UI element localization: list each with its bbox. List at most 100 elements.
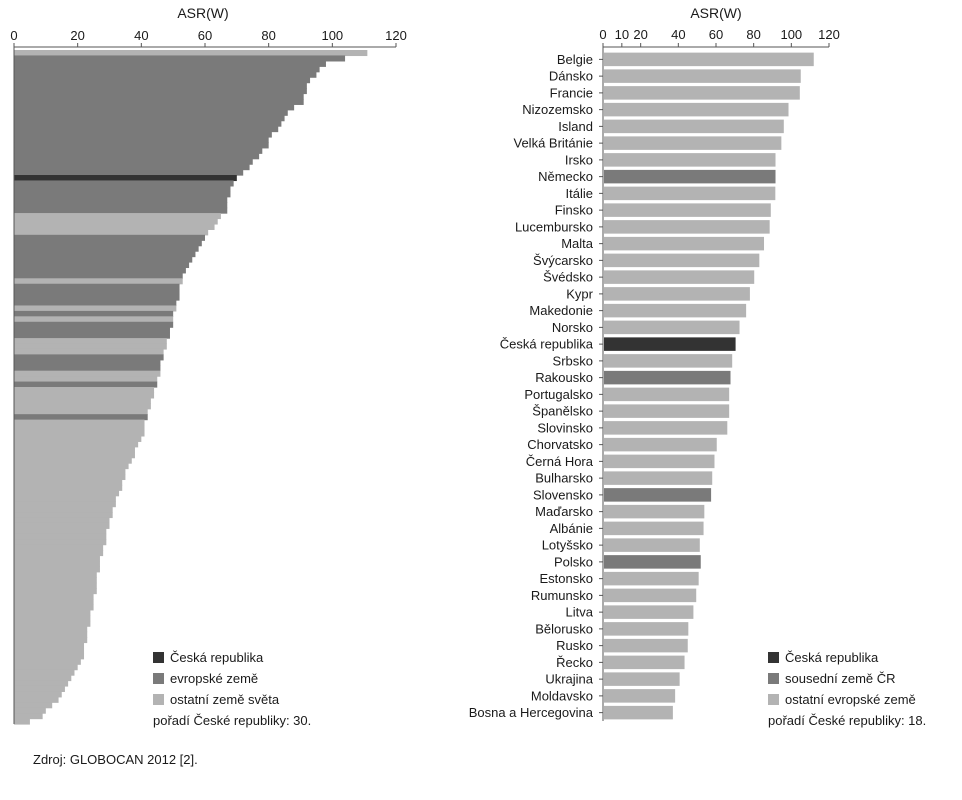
left-legend-swatch (153, 652, 164, 663)
right-category-label: Albánie (550, 521, 593, 536)
left-bar (14, 289, 180, 296)
left-bar (14, 272, 183, 279)
left-bar (14, 185, 231, 192)
left-bar (14, 484, 123, 491)
right-tick-label: 120 (818, 27, 840, 42)
left-bar (14, 435, 142, 442)
right-category-label: Česká republika (500, 337, 594, 352)
left-bar (14, 680, 69, 687)
left-bar (14, 425, 145, 432)
left-bar (14, 316, 174, 323)
right-bar (604, 538, 700, 552)
right-bar (604, 421, 728, 435)
right-bar (604, 387, 730, 402)
right-bar (604, 136, 782, 150)
left-bar (14, 283, 180, 290)
left-bar (14, 696, 59, 703)
left-bar (14, 463, 129, 470)
right-category-label: Švédsko (543, 270, 593, 285)
right-category-label: Rusko (556, 638, 593, 653)
left-chart: ASR(W) 0 20 40 60 80 100 120 Česká republika evro… (10, 5, 406, 728)
left-bar (14, 457, 132, 464)
left-bar (14, 577, 97, 584)
left-bar (14, 229, 209, 236)
right-category-label: Makedonie (529, 303, 593, 318)
left-bar (14, 343, 167, 350)
right-bar (604, 370, 731, 385)
left-bar (14, 691, 62, 698)
right-bar (604, 622, 689, 636)
left-bar (14, 658, 81, 665)
left-bar (14, 251, 196, 258)
right-bar (604, 69, 801, 83)
right-category-label: Německo (538, 169, 593, 184)
right-bar (604, 337, 736, 351)
left-bar (14, 213, 221, 220)
left-bar (14, 642, 85, 649)
left-bar (14, 512, 113, 519)
left-bar (14, 414, 148, 421)
right-legend-swatch (768, 673, 779, 684)
right-bar (604, 102, 789, 117)
left-bar (14, 131, 272, 138)
left-bar (14, 169, 244, 176)
right-category-label: Rakousko (535, 370, 593, 385)
right-rank-note: pořadí České republiky: 18. (768, 713, 926, 728)
right-category-label: Ukrajina (545, 672, 593, 687)
left-bar (14, 620, 91, 627)
right-bar (604, 521, 704, 536)
right-category-label: Dánsko (549, 69, 593, 84)
right-category-label: Lotyšsko (542, 538, 593, 553)
right-bar (604, 471, 713, 485)
left-bar (14, 327, 170, 334)
source-note: Zdroj: GLOBOCAN 2012 [2]. (33, 752, 198, 767)
right-category-label: Bělorusko (535, 621, 593, 636)
left-bar (14, 604, 94, 611)
left-bar (14, 441, 139, 448)
left-bar (14, 381, 158, 388)
left-bar (14, 88, 307, 95)
right-category-label: Rumunsko (531, 588, 593, 603)
right-legend-label: Česká republika (785, 650, 879, 665)
left-legend-label: Česká republika (170, 650, 264, 665)
left-bar (14, 256, 193, 263)
left-bar (14, 550, 104, 557)
left-bar (14, 240, 202, 247)
left-bar (14, 468, 126, 475)
right-bar (604, 203, 771, 217)
right-tick-label: 40 (671, 27, 685, 42)
left-bar (14, 300, 177, 307)
left-bar (14, 365, 161, 372)
left-bar (14, 718, 30, 725)
left-bar (14, 354, 164, 361)
right-bar (604, 404, 730, 418)
left-bar (14, 60, 326, 67)
left-legend-label: evropské země (170, 671, 258, 686)
left-bar (14, 664, 78, 671)
right-axis-title: ASR(W) (690, 5, 741, 21)
left-bar (14, 408, 148, 415)
left-bar (14, 338, 167, 345)
left-axis-title: ASR(W) (177, 5, 228, 21)
right-bar (604, 86, 800, 100)
left-bar (14, 158, 253, 165)
left-bar (14, 126, 279, 133)
right-category-label: Černá Hora (526, 454, 594, 469)
left-bar (14, 555, 100, 562)
left-tick-label: 120 (385, 28, 407, 43)
right-tick-label: 80 (746, 27, 760, 42)
left-tick-label: 60 (198, 28, 212, 43)
left-rank-note: pořadí České republiky: 30. (153, 713, 311, 728)
left-bar (14, 376, 158, 383)
right-category-label: Nizozemsko (522, 102, 593, 117)
left-bar (14, 142, 269, 149)
left-bar (14, 109, 288, 116)
left-bar (14, 495, 116, 502)
left-bar (14, 50, 368, 57)
left-bar (14, 702, 53, 709)
right-category-label: Velká Británie (514, 136, 594, 151)
left-bar (14, 533, 107, 540)
right-category-label: Španělsko (532, 404, 593, 419)
right-category-label: Chorvatsko (527, 437, 593, 452)
left-tick-label: 40 (134, 28, 148, 43)
